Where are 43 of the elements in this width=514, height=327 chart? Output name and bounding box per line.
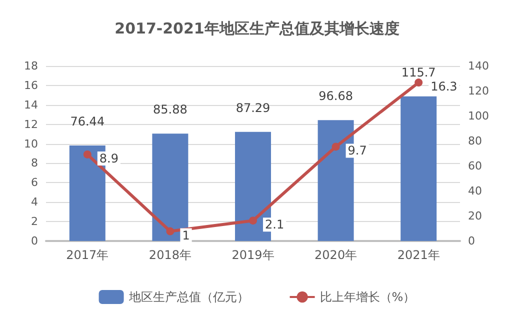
y-tick-label: 10 [24, 137, 38, 150]
y-tick-label: 6 [31, 176, 38, 190]
y2-tick-label: 140 [468, 60, 489, 72]
y2-tick-label: 20 [468, 210, 482, 222]
data-label: 16.3 [430, 80, 458, 94]
x-tick-label: 2021年 [397, 248, 440, 262]
y-tick-label: 8 [31, 156, 38, 170]
point [332, 142, 340, 151]
y-tick-label: 4 [31, 196, 38, 209]
chart-title: 2017-2021年地区生产总值及其增长速度 [114, 20, 400, 38]
bar [152, 134, 188, 241]
data-label: 8.9 [99, 151, 118, 166]
point [249, 216, 257, 225]
y-tick-label: 2 [31, 215, 38, 228]
x-tick-label: 2017年 [66, 248, 109, 262]
data-label: 1 [182, 228, 190, 242]
y-tick-label: 18 [24, 60, 38, 72]
y2-tick-label: 100 [468, 110, 489, 122]
legend-label: 地区生产总值（亿元） [128, 290, 249, 304]
data-label: 87.29 [236, 100, 270, 115]
y2-tick-label: 40 [468, 184, 482, 198]
data-label: 2.1 [265, 218, 284, 232]
x-tick-label: 2020年 [314, 248, 358, 262]
point [166, 227, 174, 236]
y-tick-label: 12 [24, 118, 38, 131]
point [83, 150, 92, 158]
legend-label: 比上年增长（%） [320, 290, 416, 304]
y2-tick-label: 80 [468, 134, 482, 148]
data-label: 76.44 [70, 114, 105, 128]
y2-tick-label: 120 [468, 84, 489, 98]
y2-tick-label: 60 [468, 160, 482, 172]
point [414, 78, 423, 87]
x-tick-label: 2019年 [232, 248, 274, 262]
data-label: 85.88 [153, 102, 188, 117]
y-tick-label: 16 [24, 78, 38, 92]
data-label: 9.7 [348, 144, 367, 158]
data-label: 96.68 [318, 89, 353, 104]
bar [400, 96, 437, 241]
y2-tick-label: 0 [468, 234, 475, 248]
data-label: 115.7 [401, 65, 436, 80]
y-tick-label: 0 [31, 234, 38, 248]
y-tick-label: 14 [24, 98, 38, 112]
x-tick-label: 2018年 [148, 248, 192, 262]
